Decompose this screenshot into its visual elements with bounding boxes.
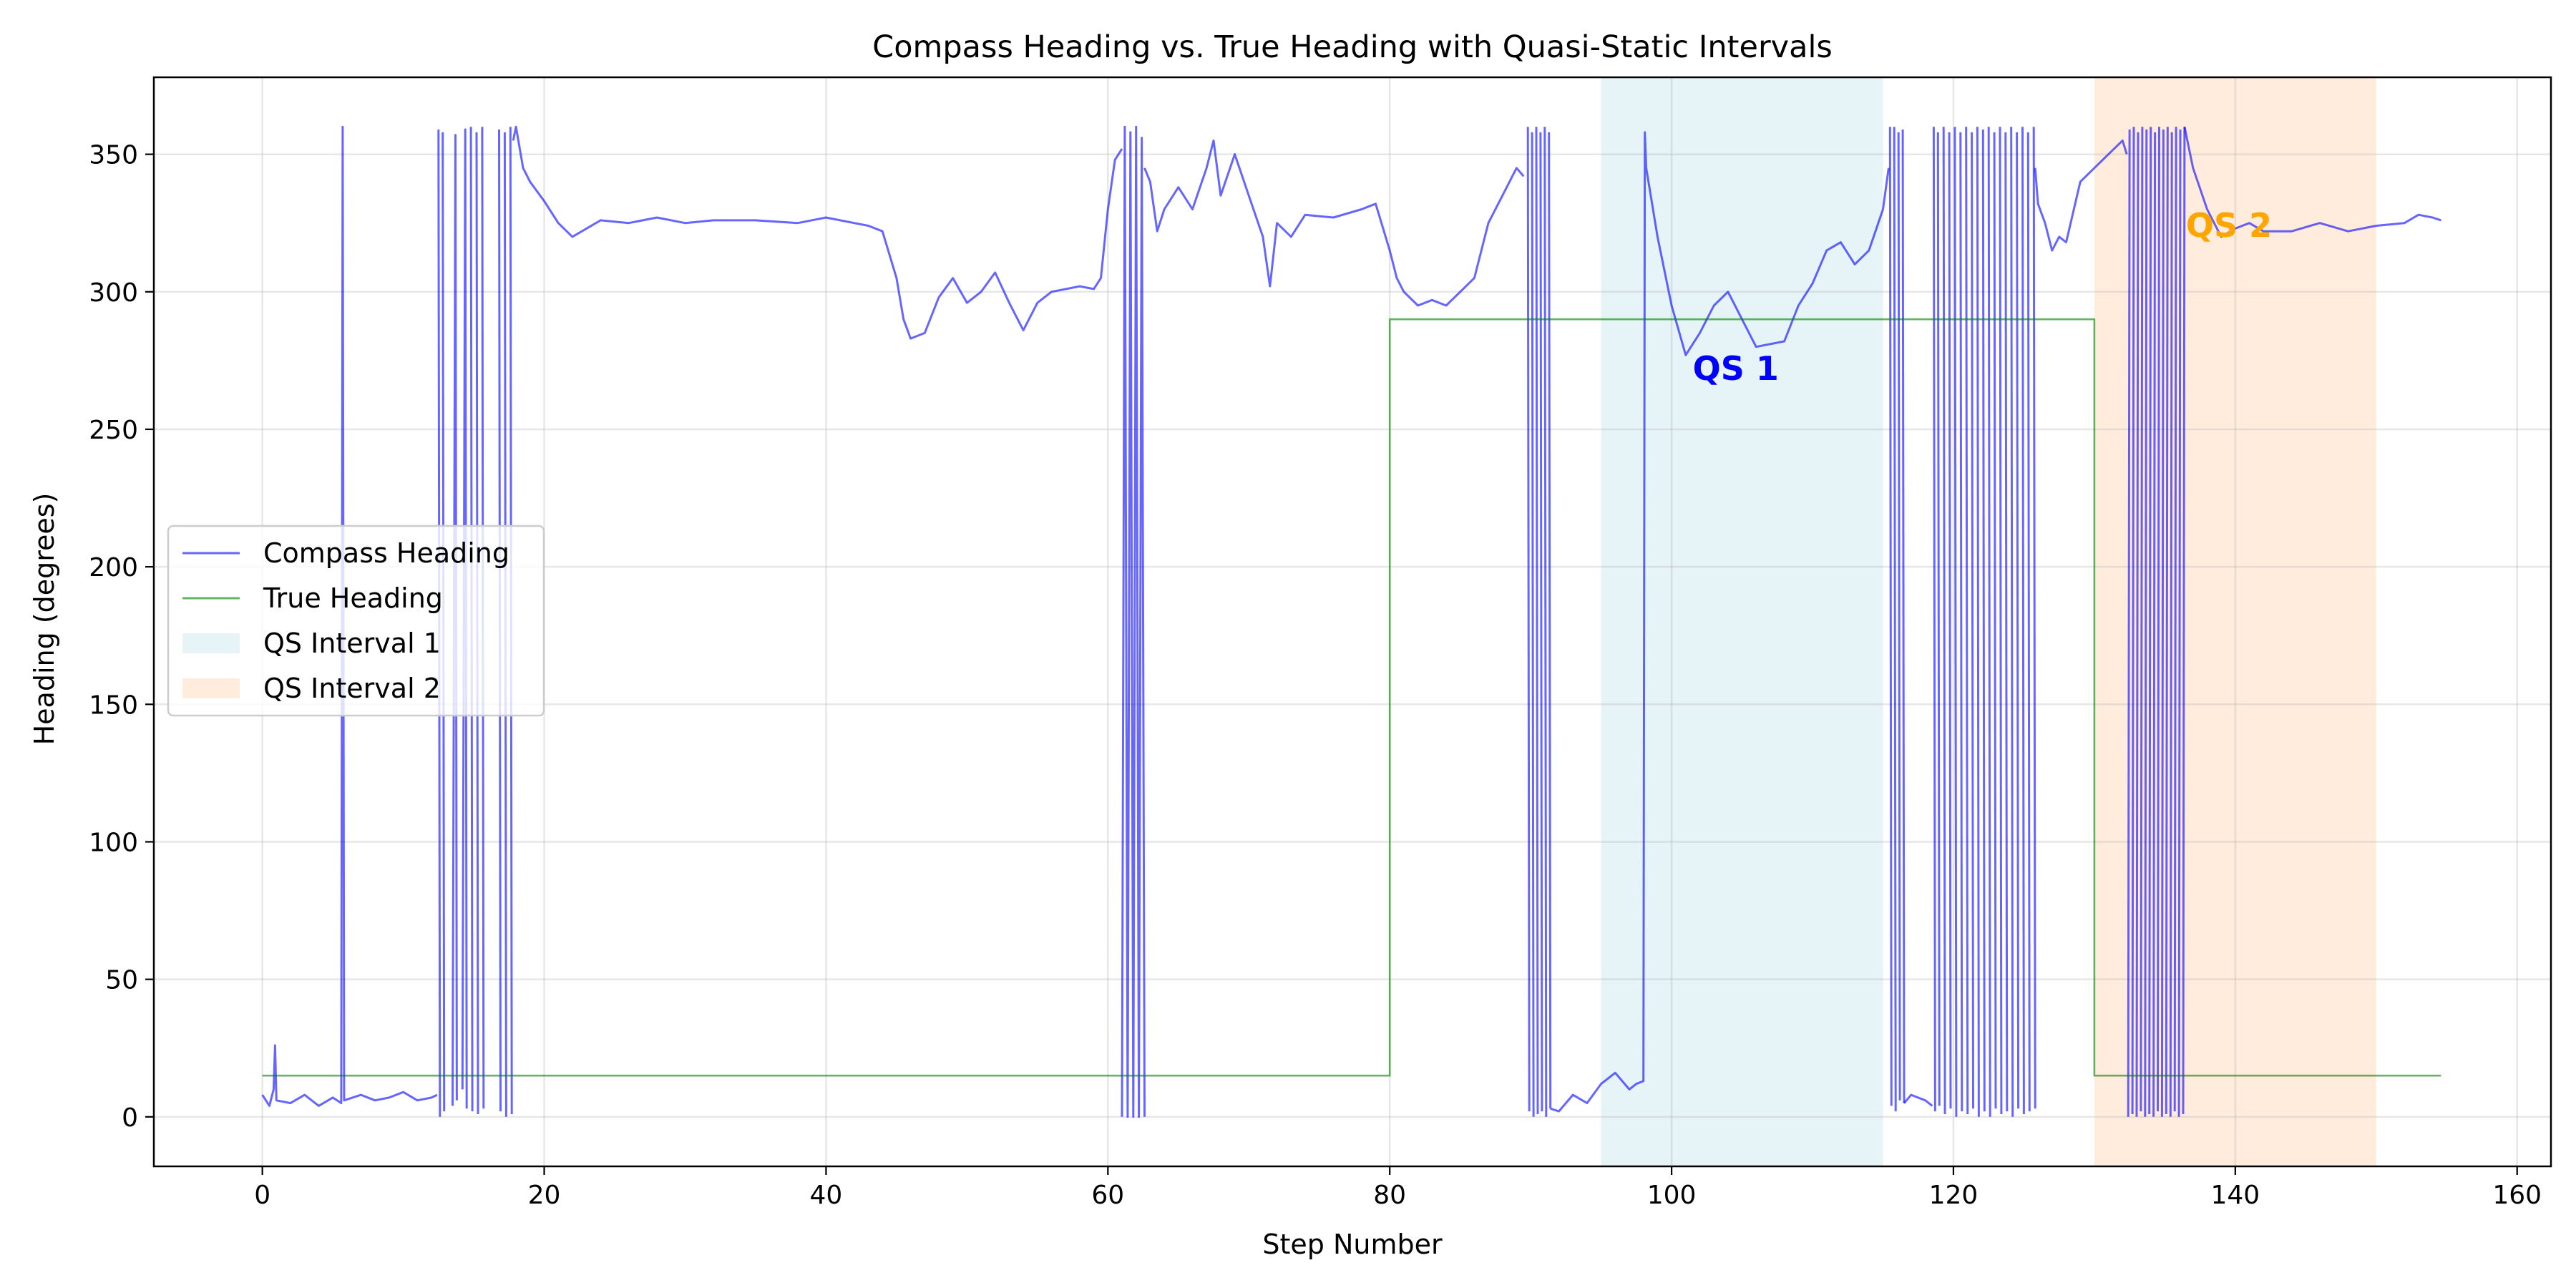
series-line-segment	[1888, 127, 1893, 1106]
series-true-heading	[262, 318, 2441, 1077]
series-line-segment	[262, 318, 2441, 1077]
x-tick-label: 100	[1647, 1181, 1697, 1210]
series-line-segment	[2016, 132, 2020, 1109]
legend-swatch-patch	[182, 633, 240, 653]
series-line-segment	[1550, 131, 1890, 1113]
series-line-segment	[1531, 132, 1535, 1117]
series-line-segment	[2034, 139, 2128, 252]
series-line-segment	[1948, 132, 1952, 1109]
series-line-segment	[1993, 132, 1997, 1109]
y-tick-label: 0	[122, 1103, 138, 1133]
y-tick-label: 300	[89, 278, 138, 308]
series-line-segment	[1535, 127, 1539, 1115]
series-line-segment	[1976, 127, 1980, 1117]
y-tick-label: 250	[89, 416, 138, 445]
series-line-segment	[1971, 132, 1974, 1109]
y-tick-label: 350	[89, 141, 138, 170]
series-line-segment	[512, 125, 1123, 340]
series-compass-heading	[261, 125, 2441, 1118]
y-tick-label: 100	[89, 828, 138, 857]
series-line-segment	[2177, 129, 2182, 1117]
series-line-segment	[2026, 132, 2031, 1112]
series-line-segment	[1903, 1093, 1933, 1107]
chart-title: Compass Heading vs. True Heading with Qu…	[872, 29, 1833, 65]
series-line-segment	[1942, 127, 1946, 1115]
x-tick-label: 160	[2492, 1181, 2542, 1210]
series-line-segment	[1143, 139, 1525, 307]
series-line-segment	[2157, 127, 2160, 1112]
qs-interval-1	[1601, 77, 1883, 1166]
series-line-segment	[1959, 132, 1963, 1112]
series-line-segment	[2160, 129, 2165, 1117]
series-line-segment	[1932, 127, 1936, 1112]
ticks-layer: 0 20 40 60 80 100 120 140 160 0 50 100 150 200 250 300 3…	[89, 141, 2542, 1210]
legend-box	[167, 525, 545, 717]
y-tick-label: 50	[105, 966, 138, 995]
x-tick-label: 140	[2210, 1181, 2260, 1210]
series-layer	[261, 125, 2441, 1118]
series-line-segment	[2169, 132, 2173, 1117]
series-line-segment	[2144, 129, 2148, 1117]
legend-swatch-patch	[182, 678, 240, 698]
series-line-segment	[461, 128, 468, 1109]
legend-label: Compass Heading	[263, 537, 509, 569]
series-line-segment	[1539, 132, 1543, 1112]
series-line-segment	[2140, 127, 2144, 1112]
series-line-segment	[2004, 132, 2009, 1112]
y-tick-label: 200	[89, 553, 138, 582]
series-line-segment	[1981, 129, 1986, 1112]
plot-frame	[152, 76, 2552, 1168]
series-line-segment	[1936, 132, 1941, 1106]
series-line-segment	[452, 134, 458, 1106]
series-line-segment	[1897, 132, 1901, 1101]
series-line-segment	[2032, 127, 2036, 1109]
x-tick-label: 120	[1929, 1181, 1979, 1210]
series-line-segment	[1893, 127, 1897, 1112]
x-tick-label: 40	[810, 1181, 843, 1210]
series-line-segment	[2135, 132, 2140, 1117]
series-line-segment	[2127, 129, 2131, 1117]
annotation-qs-1: QS 1	[1693, 349, 1779, 388]
series-line-segment	[1987, 127, 1991, 1117]
x-tick-label: 80	[1373, 1181, 1406, 1210]
series-line-segment	[1548, 132, 1552, 1109]
series-line-segment	[1526, 127, 1531, 1112]
y-axis-label: Heading (degrees)	[29, 493, 60, 746]
series-line-segment	[2131, 127, 2135, 1115]
series-line-segment	[2152, 132, 2157, 1117]
x-tick-label: 20	[528, 1181, 561, 1210]
legend: Compass Heading True Heading QS Interval 1…	[167, 525, 545, 717]
annotation-layer: QS 1 QS 2	[1693, 206, 2273, 388]
series-line-segment	[2182, 127, 2186, 1115]
series-line-segment	[1999, 127, 2003, 1115]
series-line-segment	[1121, 125, 1146, 1118]
legend-label: QS Interval 2	[263, 673, 441, 704]
series-line-segment	[261, 125, 438, 1107]
series-line-segment	[1543, 127, 1548, 1117]
series-line-segment	[2165, 127, 2169, 1115]
series-line-segment	[2021, 127, 2025, 1115]
legend-label: True Heading	[263, 582, 443, 614]
y-tick-label: 150	[89, 691, 138, 720]
legend-label: QS Interval 1	[263, 628, 441, 659]
x-axis-label: Step Number	[1262, 1229, 1443, 1260]
annotation-qs-2: QS 2	[2186, 206, 2272, 245]
series-line-segment	[2173, 127, 2177, 1112]
series-line-segment	[2148, 127, 2152, 1115]
series-line-segment	[1901, 129, 1906, 1103]
series-line-segment	[1965, 127, 1969, 1115]
x-tick-label: 60	[1091, 1181, 1124, 1210]
series-line-segment	[2183, 126, 2441, 238]
series-line-segment	[1953, 127, 1958, 1117]
legend-entries: Compass Heading True Heading QS Interval 1…	[182, 537, 509, 704]
x-tick-label: 0	[254, 1181, 270, 1210]
series-line-segment	[2010, 127, 2014, 1117]
